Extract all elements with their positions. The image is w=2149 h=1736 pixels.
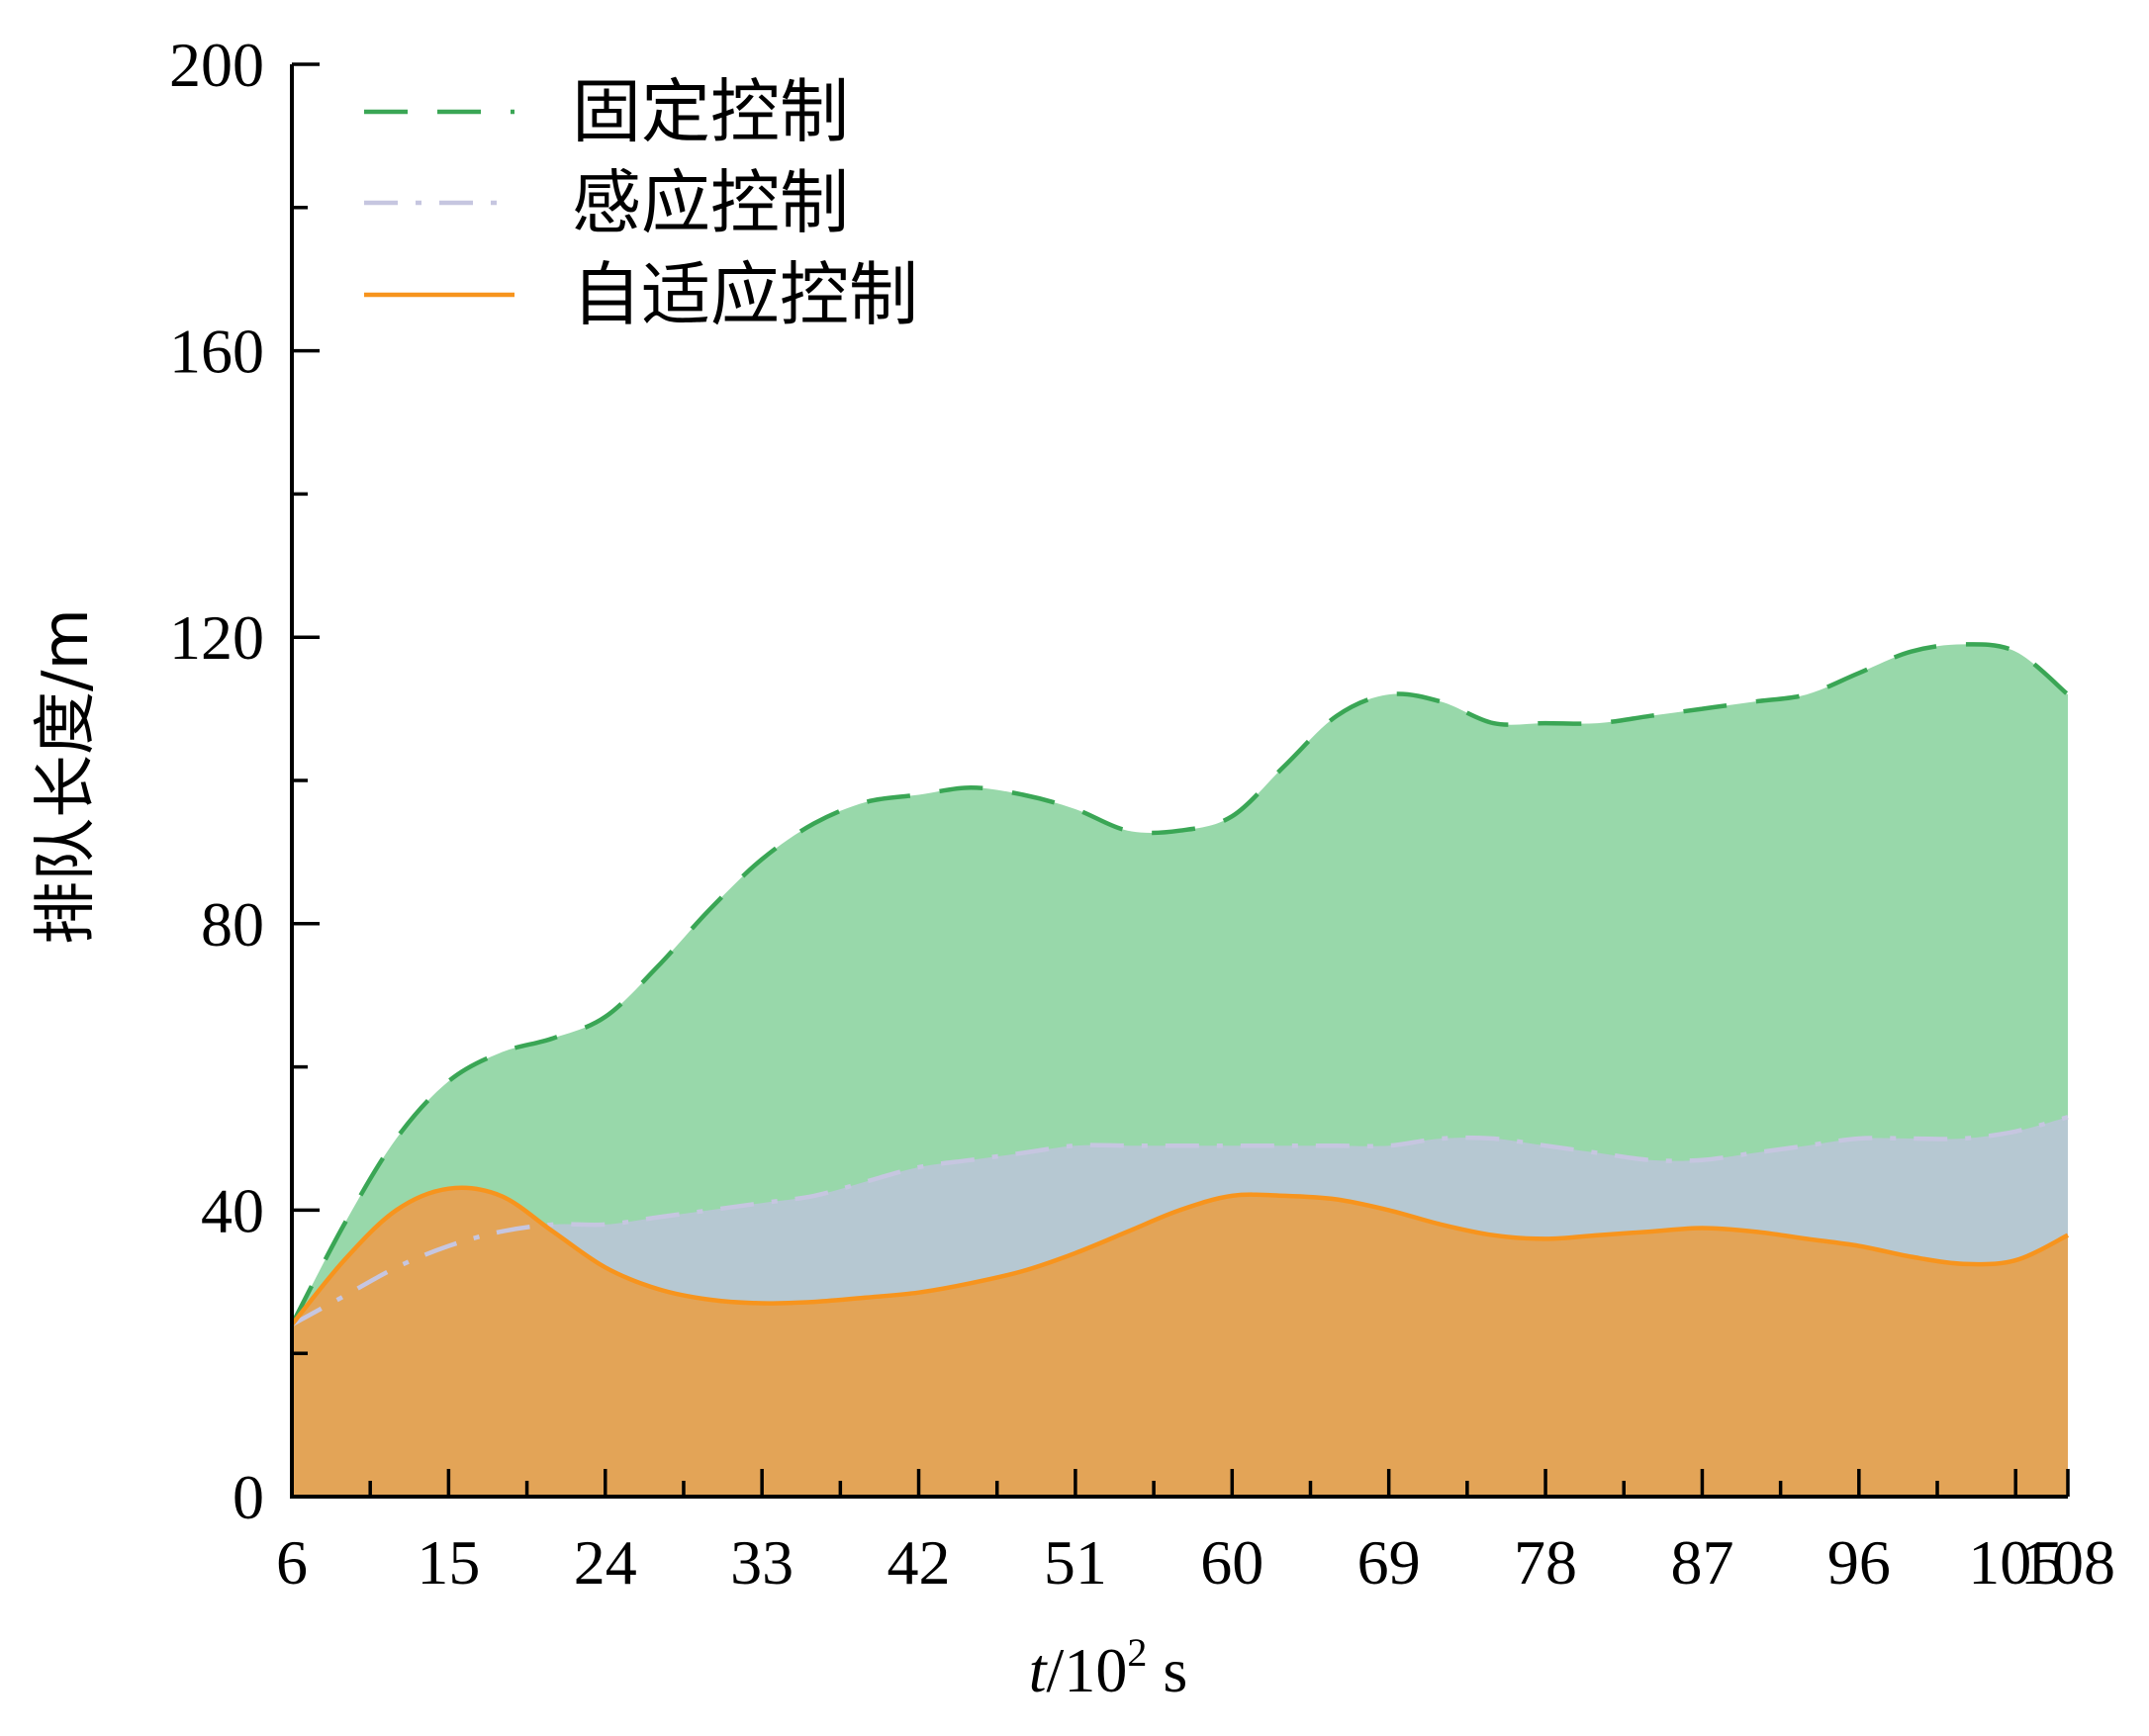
- x-tick-label: 60: [1200, 1527, 1263, 1598]
- y-axis-title: 排队长度/m: [30, 608, 103, 945]
- y-tick-label: 120: [169, 602, 264, 673]
- series-area-2: [292, 1187, 2068, 1497]
- x-axis-title-unit: s: [1147, 1635, 1187, 1705]
- y-tick-label: 160: [169, 317, 264, 387]
- x-tick-label: 105: [1968, 1527, 2063, 1598]
- x-tick-label: 24: [574, 1527, 637, 1598]
- y-tick-label: 80: [201, 889, 264, 959]
- x-tick-label: 108: [2020, 1527, 2115, 1598]
- x-tick-label: 96: [1827, 1527, 1891, 1598]
- x-axis-title-var: t: [1029, 1635, 1049, 1705]
- legend-label-2: 自适应控制: [572, 254, 918, 335]
- axes: 0 40 80 120 160 200 6 15 24 33 42 51 60 69 78 87 96 10510…: [169, 30, 2115, 1598]
- x-axis-title-exp: 2: [1127, 1630, 1147, 1675]
- x-tick-label: 6: [276, 1527, 308, 1598]
- x-axis-title: t/102 s: [1029, 1630, 1187, 1705]
- series-line-2: [290, 1185, 2070, 1326]
- x-tick-label: 42: [888, 1527, 951, 1598]
- series-lines: [290, 642, 2070, 1327]
- x-tick-label: 69: [1357, 1527, 1421, 1598]
- legend-label-0: 固定控制: [572, 71, 849, 152]
- y-tick-label: 40: [201, 1175, 264, 1245]
- series-fills: [292, 644, 2068, 1497]
- x-axis-title-rest: /10: [1047, 1635, 1128, 1705]
- legend-label-1: 感应控制: [572, 162, 849, 243]
- x-tick-label: 15: [417, 1527, 480, 1598]
- x-tick-label: 33: [730, 1527, 794, 1598]
- y-tick-label: 0: [233, 1462, 264, 1532]
- series-line-1: [290, 1115, 2069, 1327]
- x-tick-label: 78: [1514, 1527, 1577, 1598]
- x-tick-label: 51: [1044, 1527, 1107, 1598]
- y-tick-label: 200: [169, 30, 264, 100]
- series-line-0: [290, 642, 2070, 1326]
- x-tick-label: 87: [1670, 1527, 1733, 1598]
